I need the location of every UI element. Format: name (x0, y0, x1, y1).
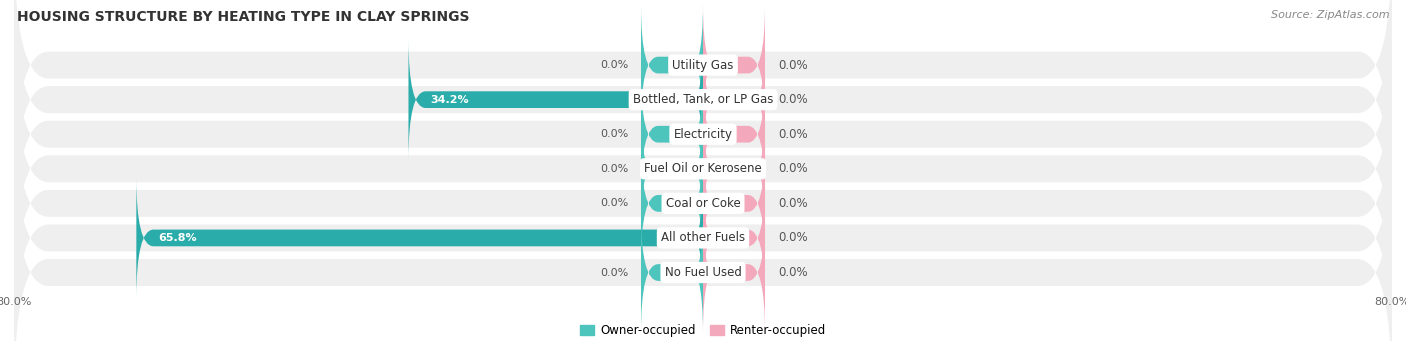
FancyBboxPatch shape (14, 113, 1392, 341)
Text: HOUSING STRUCTURE BY HEATING TYPE IN CLAY SPRINGS: HOUSING STRUCTURE BY HEATING TYPE IN CLA… (17, 10, 470, 24)
Text: No Fuel Used: No Fuel Used (665, 266, 741, 279)
FancyBboxPatch shape (409, 39, 703, 160)
Text: All other Fuels: All other Fuels (661, 232, 745, 244)
Text: Bottled, Tank, or LP Gas: Bottled, Tank, or LP Gas (633, 93, 773, 106)
FancyBboxPatch shape (641, 212, 703, 333)
Text: 0.0%: 0.0% (600, 268, 628, 278)
FancyBboxPatch shape (14, 0, 1392, 190)
FancyBboxPatch shape (703, 143, 765, 264)
Text: 0.0%: 0.0% (778, 197, 807, 210)
Text: Coal or Coke: Coal or Coke (665, 197, 741, 210)
FancyBboxPatch shape (641, 143, 703, 264)
FancyBboxPatch shape (14, 44, 1392, 294)
FancyBboxPatch shape (703, 212, 765, 333)
FancyBboxPatch shape (14, 0, 1392, 224)
FancyBboxPatch shape (703, 73, 765, 195)
Text: 0.0%: 0.0% (600, 164, 628, 174)
FancyBboxPatch shape (703, 177, 765, 299)
Text: Fuel Oil or Kerosene: Fuel Oil or Kerosene (644, 162, 762, 175)
FancyBboxPatch shape (641, 4, 703, 126)
FancyBboxPatch shape (641, 73, 703, 195)
FancyBboxPatch shape (703, 4, 765, 126)
Text: 0.0%: 0.0% (778, 93, 807, 106)
Text: 0.0%: 0.0% (600, 60, 628, 70)
Text: Source: ZipAtlas.com: Source: ZipAtlas.com (1271, 10, 1389, 20)
Legend: Owner-occupied, Renter-occupied: Owner-occupied, Renter-occupied (575, 320, 831, 341)
Text: 0.0%: 0.0% (600, 198, 628, 208)
Text: Electricity: Electricity (673, 128, 733, 141)
Text: 0.0%: 0.0% (778, 232, 807, 244)
Text: 0.0%: 0.0% (600, 129, 628, 139)
FancyBboxPatch shape (14, 10, 1392, 259)
Text: 0.0%: 0.0% (778, 59, 807, 72)
Text: 65.8%: 65.8% (157, 233, 197, 243)
Text: Utility Gas: Utility Gas (672, 59, 734, 72)
FancyBboxPatch shape (14, 78, 1392, 328)
FancyBboxPatch shape (703, 108, 765, 229)
Text: 0.0%: 0.0% (778, 128, 807, 141)
FancyBboxPatch shape (136, 177, 703, 299)
FancyBboxPatch shape (703, 39, 765, 160)
FancyBboxPatch shape (641, 108, 703, 229)
FancyBboxPatch shape (14, 148, 1392, 341)
Text: 0.0%: 0.0% (778, 162, 807, 175)
Text: 0.0%: 0.0% (778, 266, 807, 279)
Text: 34.2%: 34.2% (430, 95, 468, 105)
